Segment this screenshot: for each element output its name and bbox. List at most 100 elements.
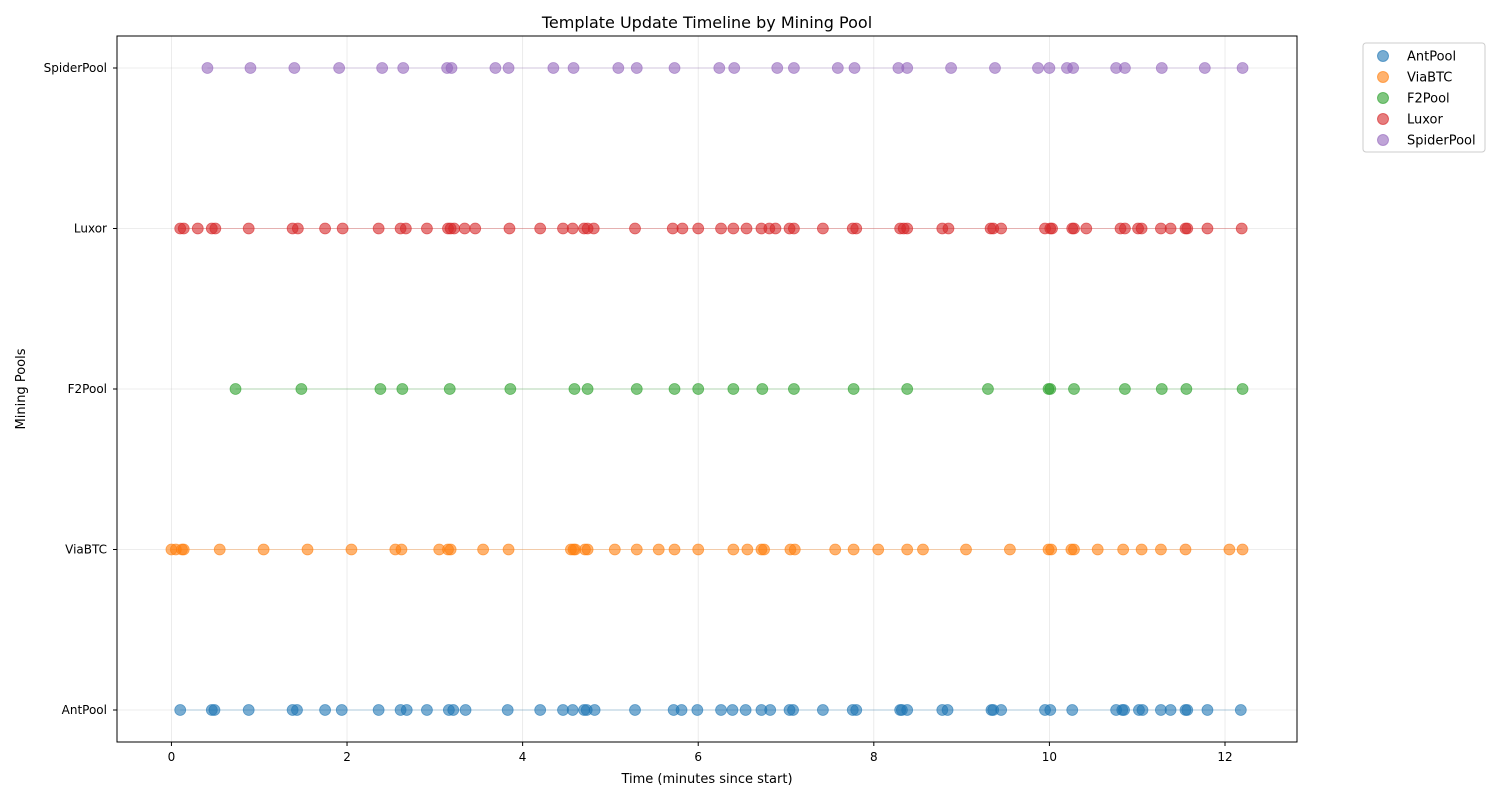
data-point bbox=[209, 222, 222, 235]
x-tick-label: 4 bbox=[519, 750, 527, 764]
data-point bbox=[816, 704, 829, 716]
data-point bbox=[503, 222, 516, 235]
data-point bbox=[872, 543, 885, 556]
data-point bbox=[630, 543, 643, 556]
data-point bbox=[301, 543, 314, 556]
x-tick-label: 0 bbox=[168, 750, 176, 764]
data-point bbox=[1236, 62, 1249, 74]
data-point bbox=[960, 543, 972, 556]
data-point bbox=[502, 543, 515, 556]
data-point bbox=[566, 704, 579, 716]
data-point bbox=[629, 704, 641, 716]
data-point bbox=[989, 62, 1001, 74]
data-point bbox=[901, 222, 914, 235]
data-point bbox=[319, 704, 331, 716]
data-point bbox=[504, 383, 517, 395]
data-point bbox=[941, 704, 954, 716]
data-point bbox=[336, 222, 349, 235]
data-point bbox=[788, 62, 800, 74]
data-point bbox=[769, 222, 782, 235]
data-point bbox=[831, 62, 844, 74]
data-point bbox=[692, 222, 705, 235]
data-point bbox=[459, 704, 472, 716]
series-luxor bbox=[174, 222, 1248, 235]
data-point bbox=[469, 222, 482, 235]
data-point bbox=[566, 222, 579, 235]
data-point bbox=[756, 383, 769, 395]
data-point bbox=[1234, 704, 1247, 716]
data-point bbox=[444, 543, 457, 556]
data-point bbox=[395, 543, 408, 556]
data-point bbox=[715, 222, 727, 235]
data-point bbox=[1236, 543, 1249, 556]
data-point bbox=[788, 543, 801, 556]
x-tick-label: 6 bbox=[694, 750, 702, 764]
data-point bbox=[396, 383, 409, 395]
data-point bbox=[741, 543, 754, 556]
series-f2pool bbox=[229, 383, 1249, 395]
data-point bbox=[788, 222, 800, 235]
legend-label: Luxor bbox=[1407, 113, 1444, 128]
data-point bbox=[758, 543, 770, 556]
data-point bbox=[848, 62, 861, 74]
data-point bbox=[1181, 704, 1194, 716]
data-point bbox=[726, 704, 739, 716]
chart-title: Template Update Timeline by Mining Pool bbox=[541, 13, 872, 32]
data-point bbox=[630, 383, 643, 395]
data-point bbox=[242, 222, 255, 235]
data-point bbox=[942, 222, 955, 235]
data-point bbox=[295, 383, 308, 395]
data-point bbox=[581, 543, 594, 556]
data-point bbox=[982, 383, 994, 395]
data-point bbox=[1164, 704, 1177, 716]
data-point bbox=[177, 543, 190, 556]
data-point bbox=[901, 543, 914, 556]
legend-label: F2Pool bbox=[1407, 92, 1450, 107]
data-point bbox=[208, 704, 221, 716]
data-point bbox=[291, 704, 303, 716]
legend-item-viabtc: ViaBTC bbox=[1377, 71, 1452, 86]
series-antpool bbox=[174, 704, 1247, 716]
data-point bbox=[995, 222, 1008, 235]
legend-label: SpiderPool bbox=[1407, 134, 1476, 149]
data-point bbox=[1198, 62, 1211, 74]
y-tick-label: ViaBTC bbox=[65, 543, 107, 557]
data-point bbox=[668, 383, 681, 395]
data-point bbox=[995, 704, 1008, 716]
x-tick-label: 10 bbox=[1042, 750, 1057, 764]
data-point bbox=[1046, 222, 1058, 235]
data-point bbox=[1119, 383, 1131, 395]
data-point bbox=[319, 222, 331, 235]
data-point bbox=[608, 543, 621, 556]
data-point bbox=[443, 383, 456, 395]
legend-label: ViaBTC bbox=[1407, 71, 1452, 86]
x-axis-label: Time (minutes since start) bbox=[620, 772, 792, 787]
data-point bbox=[445, 62, 458, 74]
data-point bbox=[447, 704, 460, 716]
data-point bbox=[1044, 704, 1057, 716]
data-point bbox=[588, 704, 601, 716]
data-point bbox=[534, 704, 547, 716]
data-point bbox=[847, 543, 860, 556]
data-point bbox=[229, 383, 242, 395]
data-point bbox=[1068, 543, 1080, 556]
data-point bbox=[1119, 222, 1131, 235]
data-point bbox=[1118, 704, 1130, 716]
data-point bbox=[448, 222, 461, 235]
data-point bbox=[400, 704, 413, 716]
data-point bbox=[458, 222, 471, 235]
legend-marker bbox=[1377, 134, 1389, 146]
data-point bbox=[1180, 383, 1193, 395]
y-tick-label: F2Pool bbox=[68, 382, 107, 396]
data-point bbox=[587, 222, 600, 235]
data-point bbox=[901, 62, 914, 74]
data-point bbox=[191, 222, 204, 235]
data-point bbox=[1044, 383, 1057, 395]
data-point bbox=[399, 222, 412, 235]
y-tick-label: Luxor bbox=[74, 222, 107, 236]
axes: 0 2 4 6 8 10 12 AntPool ViaBTC F2Pool Luxor SpiderP… bbox=[44, 61, 1233, 764]
data-point bbox=[829, 543, 842, 556]
data-point bbox=[850, 222, 863, 235]
data-point bbox=[668, 543, 681, 556]
data-point bbox=[1235, 222, 1248, 235]
